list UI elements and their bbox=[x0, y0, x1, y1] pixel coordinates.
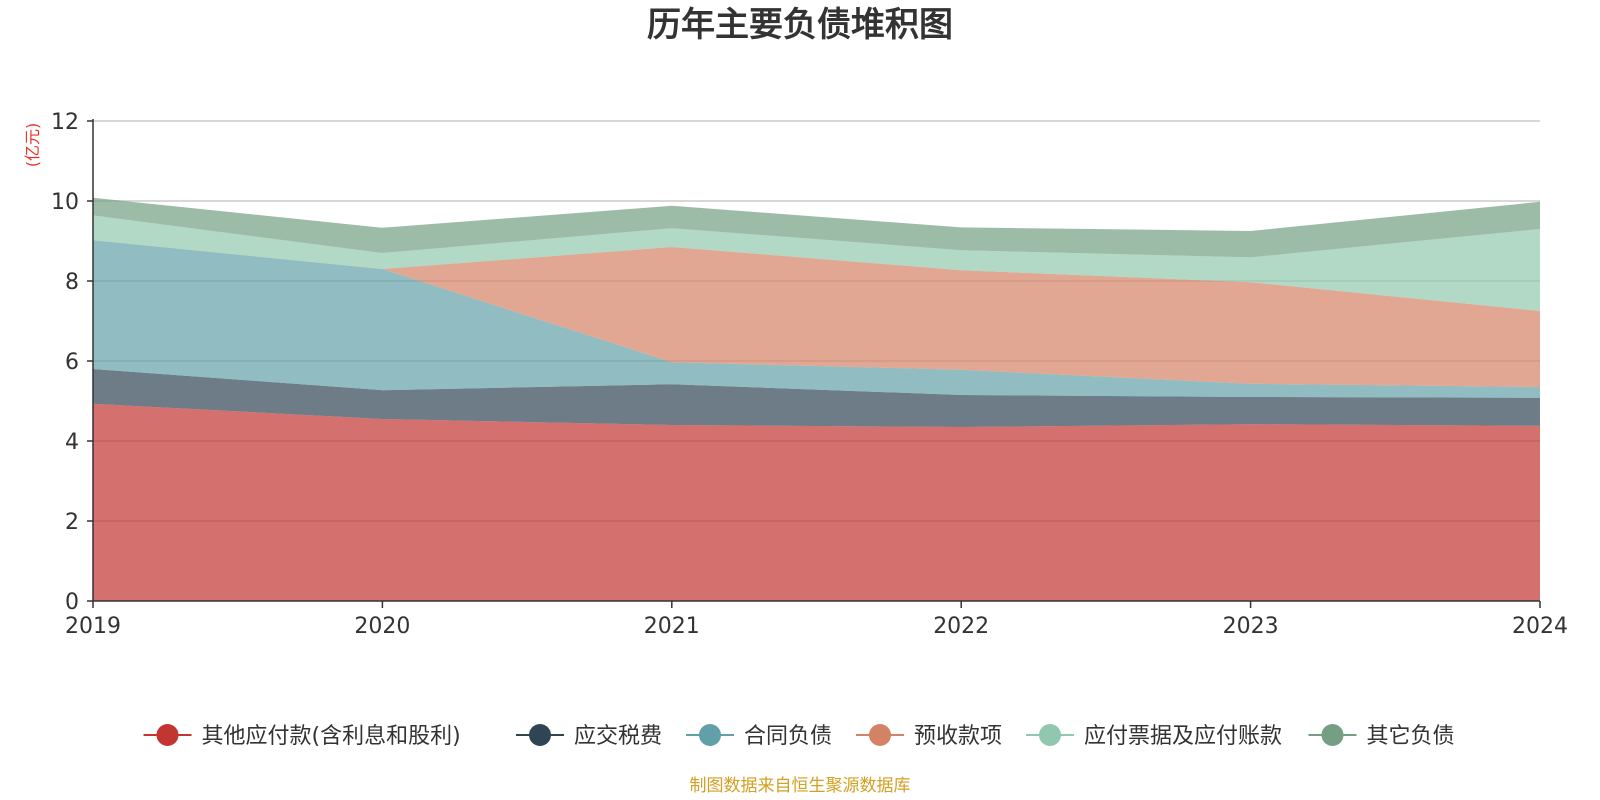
legend-marker bbox=[156, 724, 179, 746]
x-tick-label: 2019 bbox=[65, 614, 121, 639]
y-axis-unit-label: (亿元) bbox=[23, 123, 42, 168]
legend-marker bbox=[529, 724, 551, 746]
legend-label: 应交税费 bbox=[574, 724, 662, 749]
legend-marker bbox=[869, 724, 891, 746]
area-series-5 bbox=[93, 215, 1540, 311]
legend-item-1[interactable]: 其他应付款(含利息和股利) bbox=[143, 724, 461, 749]
x-tick-label: 2024 bbox=[1512, 614, 1568, 639]
y-tick-label: 6 bbox=[65, 350, 79, 375]
x-tick-label: 2022 bbox=[933, 614, 989, 639]
y-tick-label: 2 bbox=[65, 510, 79, 535]
legend-label: 应付票据及应付账款 bbox=[1084, 724, 1282, 749]
legend-item-5[interactable]: 应付票据及应付账款 bbox=[1026, 724, 1282, 749]
y-tick-label: 0 bbox=[65, 590, 79, 615]
legend-label: 预收款项 bbox=[914, 724, 1002, 749]
x-tick-label: 2020 bbox=[354, 614, 410, 639]
area-series-2 bbox=[93, 369, 1540, 427]
x-tick-label: 2023 bbox=[1223, 614, 1279, 639]
legend-marker bbox=[1039, 724, 1061, 746]
area-series-3 bbox=[93, 240, 1540, 398]
legend-label: 其它负债 bbox=[1367, 724, 1455, 749]
area-series-1 bbox=[93, 403, 1540, 601]
data-source-note: 制图数据来自恒生聚源数据库 bbox=[690, 776, 911, 796]
x-tick-label: 2021 bbox=[644, 614, 700, 639]
y-tick-label: 4 bbox=[65, 430, 79, 455]
area-series-6 bbox=[93, 197, 1540, 258]
legend-marker bbox=[1321, 724, 1344, 746]
y-tick-label: 10 bbox=[51, 190, 79, 215]
axes: 0 2 4 6 8 10 12 2019 2020 2021 2022 2023 2024 bbox=[51, 110, 1568, 639]
legend-item-3[interactable]: 合同负债 bbox=[686, 724, 832, 749]
legend-item-6[interactable]: 其它负债 bbox=[1308, 724, 1455, 749]
legend-marker bbox=[699, 724, 721, 746]
area-series-4 bbox=[93, 240, 1540, 387]
y-tick-label: 12 bbox=[51, 110, 79, 135]
legend-label: 其他应付款(含利息和股利) bbox=[202, 724, 461, 749]
legend-label: 合同负债 bbox=[744, 724, 832, 749]
chart-title: 历年主要负债堆积图 bbox=[647, 5, 953, 45]
legend-item-4[interactable]: 预收款项 bbox=[856, 724, 1002, 749]
legend: 其他应付款(含利息和股利) 应交税费 合同负债 预收款项 应付票据及应付账款 其它负债 bbox=[143, 724, 1455, 749]
legend-item-2[interactable]: 应交税费 bbox=[516, 724, 662, 749]
area-series-group bbox=[93, 197, 1540, 601]
y-tick-label: 8 bbox=[65, 270, 79, 295]
